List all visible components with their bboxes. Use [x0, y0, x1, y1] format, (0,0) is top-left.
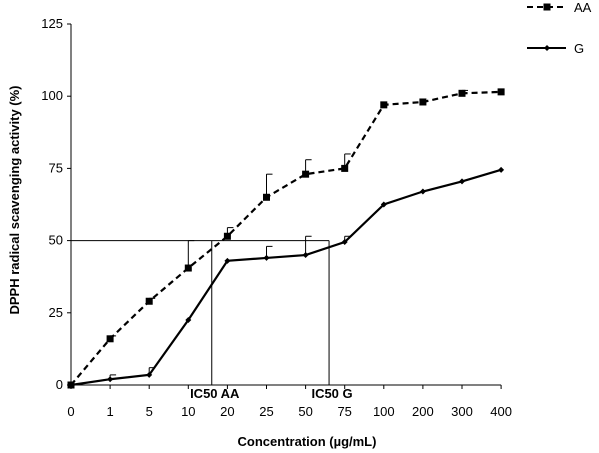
- y-axis-title: DPPH radical scavenging activity (%): [7, 85, 22, 314]
- x-tick-label: 100: [373, 404, 395, 419]
- series-line: [70, 168, 502, 387]
- x-tick-label: 400: [490, 404, 512, 419]
- data-point: [302, 170, 310, 178]
- data-point: [302, 252, 309, 259]
- x-tick-label: 10: [181, 404, 195, 419]
- data-point: [380, 101, 388, 109]
- data-point: [263, 254, 270, 261]
- x-tick-label: 5: [146, 404, 153, 419]
- data-point: [224, 257, 231, 264]
- series-layer: [67, 88, 505, 389]
- y-tick-label: 75: [49, 160, 63, 175]
- y-tick-label: 125: [41, 16, 63, 31]
- axes: 0 25 50 75 100 125 0 1 5 10 20 25 50 75 100 200 300 400: [41, 16, 512, 419]
- x-tick-label: 1: [106, 404, 113, 419]
- data-point: [223, 232, 231, 240]
- data-point: [419, 98, 427, 106]
- x-tick-label: 25: [259, 404, 273, 419]
- data-point: [107, 376, 114, 383]
- x-tick-label: 75: [337, 404, 351, 419]
- legend-label: AA: [574, 0, 592, 15]
- x-tick-label: 300: [451, 404, 473, 419]
- annotation-layer: IC50 AA IC50 G: [71, 240, 353, 401]
- data-point: [341, 164, 349, 172]
- y-tick-label: 100: [41, 88, 63, 103]
- data-point: [497, 88, 505, 96]
- data-point: [68, 382, 74, 388]
- data-point: [145, 297, 153, 305]
- x-axis-title: Concentration (µg/mL): [238, 434, 377, 449]
- data-point: [380, 201, 387, 208]
- series-line: [70, 90, 502, 386]
- ic50-label: IC50 AA: [190, 386, 240, 401]
- data-point: [458, 89, 466, 97]
- legend-label: G: [574, 41, 584, 56]
- y-tick-label: 0: [56, 377, 63, 392]
- x-tick-label: 0: [67, 404, 74, 419]
- x-tick-label: 20: [220, 404, 234, 419]
- legend: AA G: [527, 0, 592, 56]
- legend-marker: [543, 3, 551, 11]
- ic50-label: IC50 G: [311, 386, 352, 401]
- data-point: [263, 193, 270, 201]
- x-tick-label: 200: [412, 404, 434, 419]
- data-point: [341, 239, 348, 246]
- legend-marker: [544, 45, 550, 51]
- data-point: [419, 188, 426, 195]
- y-tick-label: 25: [49, 305, 63, 320]
- y-tick-label: 50: [49, 233, 63, 248]
- data-point: [146, 371, 153, 378]
- data-point: [498, 166, 505, 173]
- data-point: [106, 335, 114, 343]
- data-point: [459, 178, 465, 185]
- data-point: [184, 264, 192, 272]
- x-tick-label: 50: [298, 404, 312, 419]
- data-point: [185, 317, 192, 324]
